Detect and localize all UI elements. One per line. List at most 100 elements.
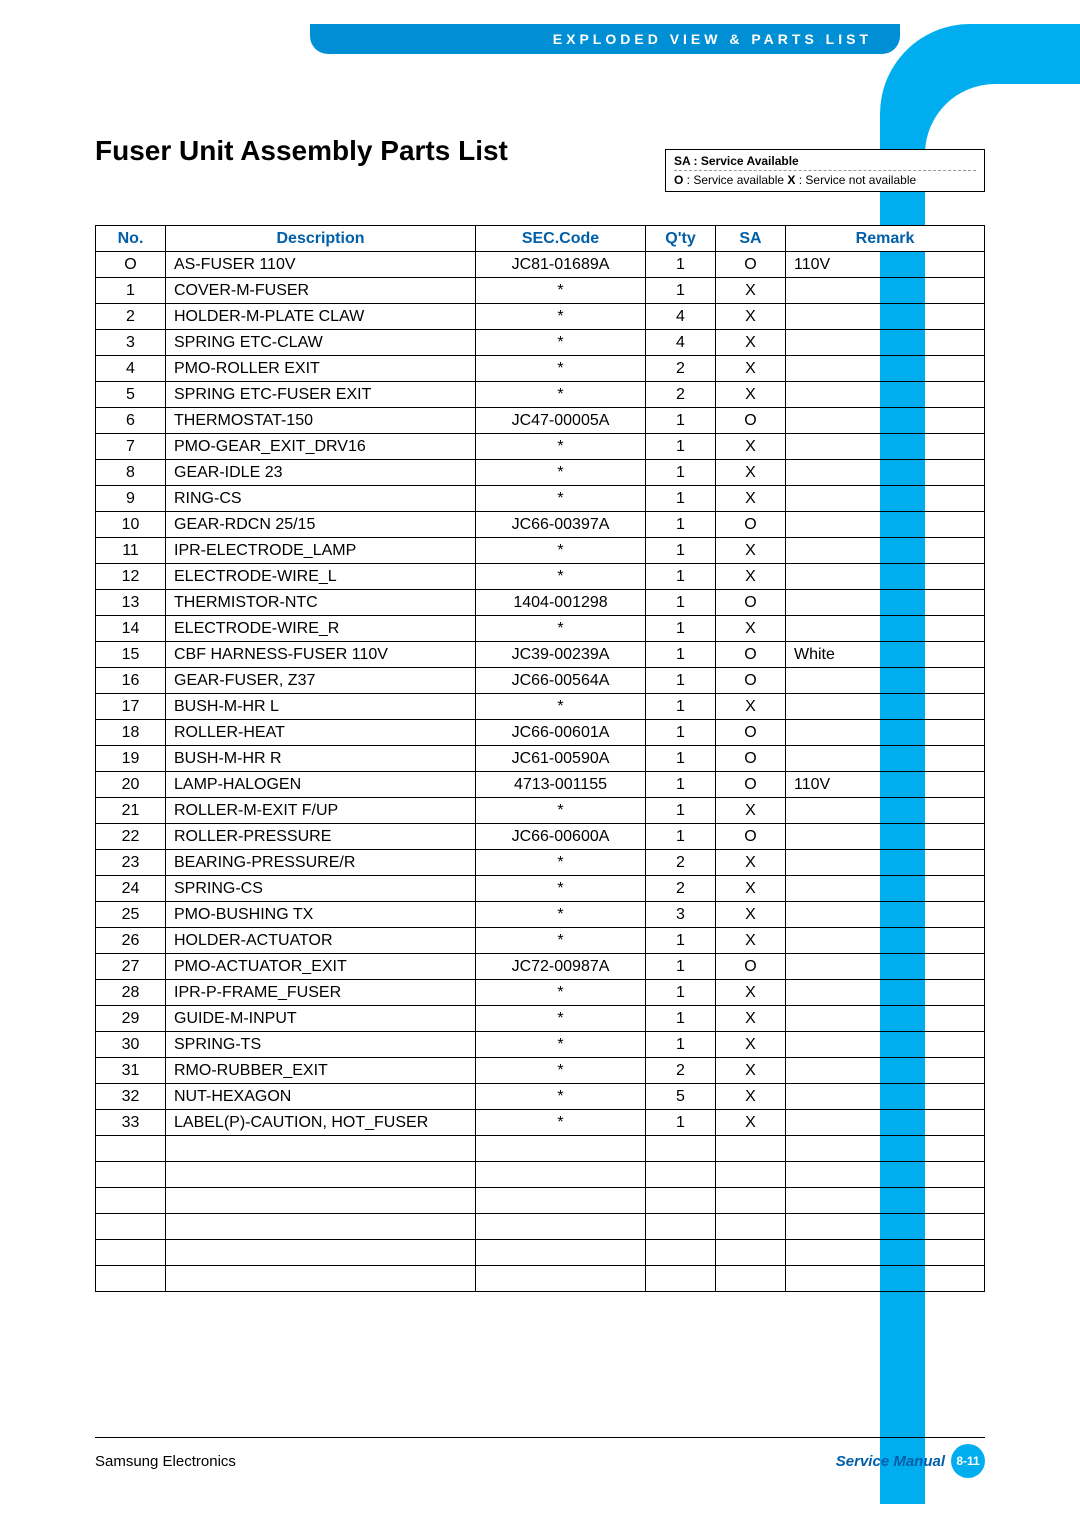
table-cell: 16 xyxy=(96,668,166,694)
table-cell xyxy=(786,954,985,980)
table-cell: GEAR-RDCN 25/15 xyxy=(166,512,476,538)
table-cell: 1 xyxy=(646,460,716,486)
table-row: 31RMO-RUBBER_EXIT*2X xyxy=(96,1058,985,1084)
table-cell: X xyxy=(716,1110,786,1136)
table-row: 13THERMISTOR-NTC1404-0012981O xyxy=(96,590,985,616)
table-cell: X xyxy=(716,278,786,304)
table-cell xyxy=(786,382,985,408)
table-cell: 9 xyxy=(96,486,166,512)
table-cell: GEAR-IDLE 23 xyxy=(166,460,476,486)
table-cell: 5 xyxy=(646,1084,716,1110)
table-cell: O xyxy=(716,408,786,434)
table-cell: 22 xyxy=(96,824,166,850)
table-cell: JC72-00987A xyxy=(476,954,646,980)
table-row-empty xyxy=(96,1162,985,1188)
table-row: 14ELECTRODE-WIRE_R*1X xyxy=(96,616,985,642)
table-cell: RMO-RUBBER_EXIT xyxy=(166,1058,476,1084)
table-cell: X xyxy=(716,980,786,1006)
table-cell xyxy=(166,1188,476,1214)
legend-line2: O : Service available X : Service not av… xyxy=(674,173,976,187)
table-cell: 10 xyxy=(96,512,166,538)
table-cell: 1 xyxy=(646,538,716,564)
table-cell: 29 xyxy=(96,1006,166,1032)
table-cell: 32 xyxy=(96,1084,166,1110)
table-cell: 1 xyxy=(646,772,716,798)
table-cell: * xyxy=(476,460,646,486)
table-cell: HOLDER-ACTUATOR xyxy=(166,928,476,954)
table-cell: IPR-ELECTRODE_LAMP xyxy=(166,538,476,564)
table-cell xyxy=(786,434,985,460)
table-cell: ROLLER-M-EXIT F/UP xyxy=(166,798,476,824)
table-cell: 31 xyxy=(96,1058,166,1084)
table-cell: * xyxy=(476,486,646,512)
table-row: 3SPRING ETC-CLAW*4X xyxy=(96,330,985,356)
table-cell xyxy=(786,824,985,850)
col-qty: Q'ty xyxy=(646,226,716,252)
table-cell: 110V xyxy=(786,252,985,278)
table-cell xyxy=(166,1240,476,1266)
table-row: 18ROLLER-HEATJC66-00601A1O xyxy=(96,720,985,746)
table-cell xyxy=(476,1240,646,1266)
legend-box: SA : Service Available O : Service avail… xyxy=(665,149,985,192)
table-row: 4PMO-ROLLER EXIT*2X xyxy=(96,356,985,382)
table-cell: X xyxy=(716,460,786,486)
table-cell xyxy=(716,1214,786,1240)
table-row-empty xyxy=(96,1266,985,1292)
table-row-empty xyxy=(96,1136,985,1162)
table-cell xyxy=(786,850,985,876)
table-cell: GUIDE-M-INPUT xyxy=(166,1006,476,1032)
table-cell: 2 xyxy=(646,382,716,408)
table-cell: * xyxy=(476,928,646,954)
table-cell xyxy=(716,1240,786,1266)
table-row: 5SPRING ETC-FUSER EXIT*2X xyxy=(96,382,985,408)
table-cell: SPRING ETC-CLAW xyxy=(166,330,476,356)
table-cell xyxy=(646,1162,716,1188)
table-cell xyxy=(96,1240,166,1266)
col-sa: SA xyxy=(716,226,786,252)
table-cell: 1 xyxy=(646,486,716,512)
table-cell: 1 xyxy=(646,980,716,1006)
table-cell: 1 xyxy=(646,1110,716,1136)
col-code: SEC.Code xyxy=(476,226,646,252)
table-cell: X xyxy=(716,330,786,356)
table-row: OAS-FUSER 110VJC81-01689A1O110V xyxy=(96,252,985,278)
page-footer: Samsung Electronics Service Manual 8-11 xyxy=(95,1437,985,1478)
table-row: 25PMO-BUSHING TX*3X xyxy=(96,902,985,928)
table-cell xyxy=(786,1032,985,1058)
table-cell: 110V xyxy=(786,772,985,798)
table-cell: * xyxy=(476,798,646,824)
table-row: 10GEAR-RDCN 25/15JC66-00397A1O xyxy=(96,512,985,538)
table-cell: O xyxy=(96,252,166,278)
table-cell: PMO-GEAR_EXIT_DRV16 xyxy=(166,434,476,460)
table-cell: BUSH-M-HR L xyxy=(166,694,476,720)
table-cell: 1 xyxy=(646,590,716,616)
table-cell: 12 xyxy=(96,564,166,590)
table-cell: 4713-001155 xyxy=(476,772,646,798)
legend-line1: SA : Service Available xyxy=(674,154,976,171)
table-row: 9RING-CS*1X xyxy=(96,486,985,512)
table-cell xyxy=(786,538,985,564)
table-cell: * xyxy=(476,278,646,304)
table-cell: 3 xyxy=(646,902,716,928)
table-cell: CBF HARNESS-FUSER 110V xyxy=(166,642,476,668)
table-cell xyxy=(166,1266,476,1292)
table-cell: NUT-HEXAGON xyxy=(166,1084,476,1110)
table-cell: 33 xyxy=(96,1110,166,1136)
table-cell xyxy=(786,616,985,642)
table-cell: O xyxy=(716,824,786,850)
table-cell xyxy=(786,1214,985,1240)
table-cell: * xyxy=(476,902,646,928)
table-cell: X xyxy=(716,356,786,382)
table-cell: * xyxy=(476,694,646,720)
table-cell: LAMP-HALOGEN xyxy=(166,772,476,798)
table-cell xyxy=(786,1006,985,1032)
table-cell: JC47-00005A xyxy=(476,408,646,434)
table-cell: 1 xyxy=(646,798,716,824)
table-cell xyxy=(786,980,985,1006)
table-cell: O xyxy=(716,954,786,980)
table-cell: 1 xyxy=(646,954,716,980)
table-cell: SPRING ETC-FUSER EXIT xyxy=(166,382,476,408)
table-cell: 4 xyxy=(646,330,716,356)
table-cell xyxy=(476,1214,646,1240)
table-cell: 2 xyxy=(646,1058,716,1084)
